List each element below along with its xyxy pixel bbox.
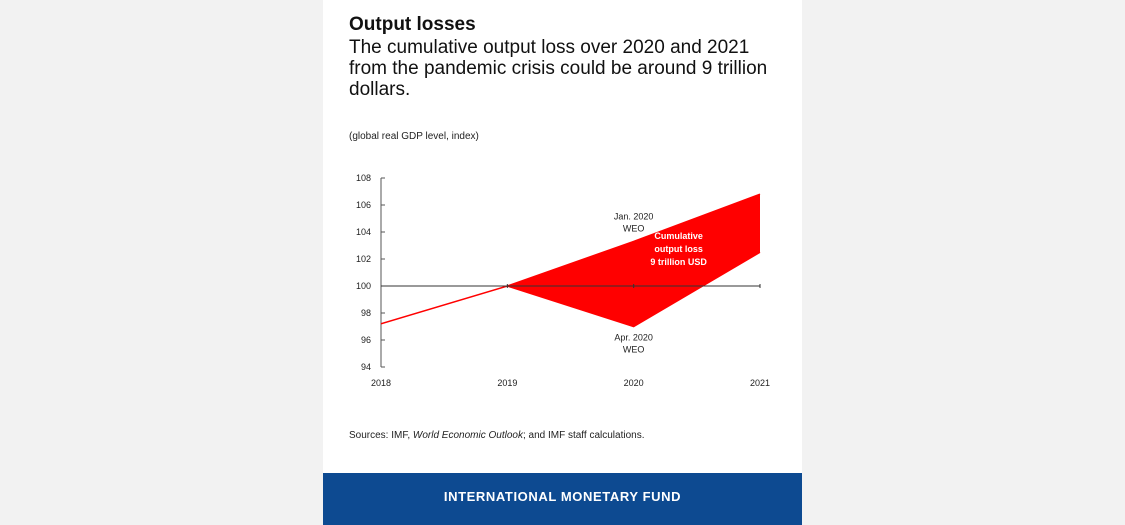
source-suffix: ; and IMF staff calculations. bbox=[522, 430, 645, 441]
apr-2020-weo-label: WEO bbox=[623, 345, 645, 355]
units-label: (global real GDP level, index) bbox=[349, 131, 479, 142]
cumulative-loss-label: Cumulative bbox=[654, 231, 703, 241]
series-line-apr-2020 bbox=[380, 251, 761, 328]
x-tick-label: 2019 bbox=[497, 378, 517, 388]
chart-card: Output losses The cumulative output loss… bbox=[323, 0, 802, 525]
x-tick-label: 2020 bbox=[624, 378, 644, 388]
apr-2020-weo-label: Apr. 2020 bbox=[614, 333, 653, 343]
jan-2020-weo-label: Jan. 2020 bbox=[614, 211, 654, 221]
chart-title: Output losses bbox=[349, 14, 476, 35]
x-tick-label: 2018 bbox=[371, 378, 391, 388]
y-tick-label: 100 bbox=[356, 281, 371, 291]
cumulative-loss-label: 9 trillion USD bbox=[650, 257, 707, 267]
source-note: Sources: IMF, World Economic Outlook; an… bbox=[349, 430, 645, 441]
y-tick-label: 96 bbox=[361, 335, 371, 345]
y-tick-label: 108 bbox=[356, 173, 371, 183]
chart-subtitle: The cumulative output loss over 2020 and… bbox=[349, 37, 768, 100]
cumulative-loss-label: output loss bbox=[654, 244, 703, 254]
chart-svg: 94 96 98 100 102 104 106 108 2018 2019 2020 2021 Jan… bbox=[356, 173, 770, 388]
y-tick-label: 102 bbox=[356, 254, 371, 264]
y-tick-label: 104 bbox=[356, 227, 371, 237]
footer-org-name: INTERNATIONAL MONETARY FUND bbox=[443, 489, 682, 504]
y-tick-label: 94 bbox=[361, 362, 371, 372]
y-tick-label: 106 bbox=[356, 200, 371, 210]
y-tick-label: 98 bbox=[361, 308, 371, 318]
output-loss-area bbox=[507, 194, 760, 327]
source-prefix: Sources: IMF, bbox=[349, 430, 413, 441]
source-italic: World Economic Outlook bbox=[412, 430, 523, 441]
jan-2020-weo-label: WEO bbox=[623, 223, 645, 233]
footer-banner: INTERNATIONAL MONETARY FUND bbox=[323, 473, 802, 525]
series-line-jan-2020 bbox=[507, 193, 761, 287]
x-tick-label: 2021 bbox=[750, 378, 770, 388]
